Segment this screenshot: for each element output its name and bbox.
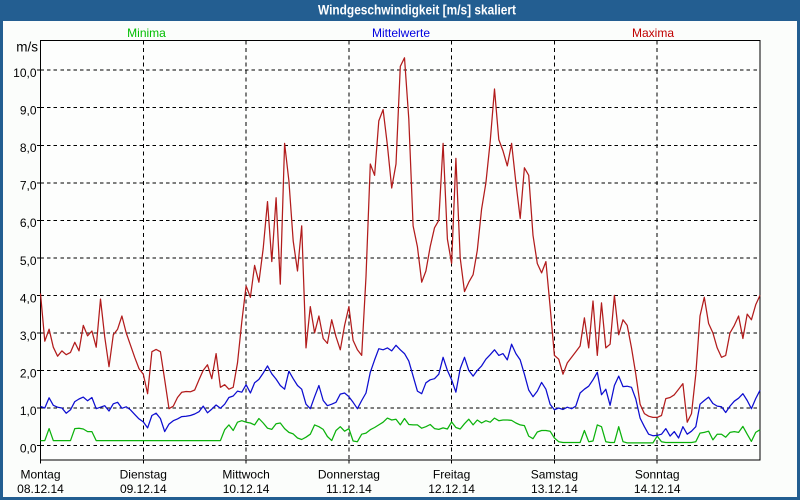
svg-text:3,0: 3,0: [20, 329, 37, 343]
svg-text:0,0: 0,0: [20, 441, 37, 455]
svg-text:10.12.14: 10.12.14: [223, 482, 270, 496]
svg-text:5,0: 5,0: [20, 254, 37, 268]
svg-text:08.12.14: 08.12.14: [17, 482, 64, 496]
svg-text:14.12.14: 14.12.14: [634, 482, 681, 496]
svg-text:9,0: 9,0: [20, 104, 37, 118]
svg-text:Montag: Montag: [20, 467, 60, 481]
svg-text:Maxima: Maxima: [632, 26, 674, 40]
svg-text:Dienstag: Dienstag: [120, 467, 167, 481]
svg-text:Windgeschwindigkeit [m/s] skal: Windgeschwindigkeit [m/s] skaliert: [318, 3, 516, 18]
svg-text:Donnerstag: Donnerstag: [318, 467, 380, 481]
svg-text:Mittwoch: Mittwoch: [222, 467, 269, 481]
svg-text:1,0: 1,0: [20, 404, 37, 418]
svg-text:m/s: m/s: [16, 40, 38, 55]
svg-text:13.12.14: 13.12.14: [531, 482, 578, 496]
svg-text:11.12.14: 11.12.14: [326, 482, 372, 496]
svg-text:6,0: 6,0: [20, 216, 37, 230]
svg-text:Mittelwerte: Mittelwerte: [372, 26, 430, 40]
svg-text:09.12.14: 09.12.14: [120, 482, 167, 496]
svg-text:4,0: 4,0: [20, 291, 37, 305]
svg-text:Sonntag: Sonntag: [635, 467, 680, 481]
svg-text:Freitag: Freitag: [433, 467, 470, 481]
svg-text:12.12.14: 12.12.14: [428, 482, 475, 496]
svg-text:10,0: 10,0: [13, 66, 37, 80]
svg-text:Samstag: Samstag: [531, 467, 578, 481]
svg-text:2,0: 2,0: [20, 366, 37, 380]
svg-text:Minima: Minima: [127, 26, 166, 40]
svg-text:7,0: 7,0: [20, 179, 37, 193]
svg-text:8,0: 8,0: [20, 141, 37, 155]
